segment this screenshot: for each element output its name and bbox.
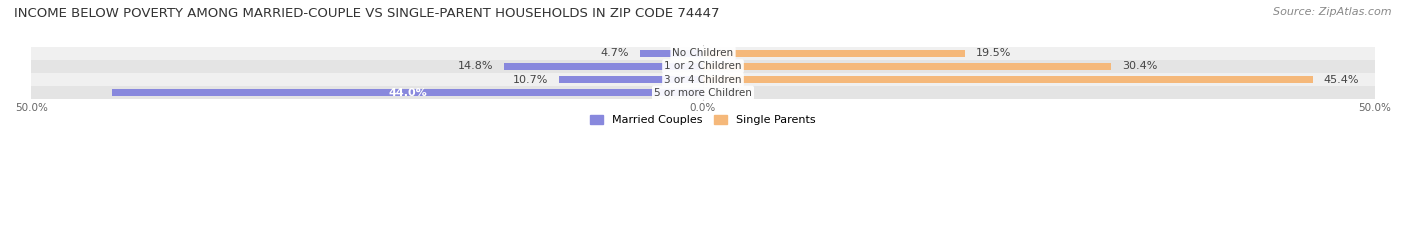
Bar: [703, 63, 1111, 70]
Text: Source: ZipAtlas.com: Source: ZipAtlas.com: [1274, 7, 1392, 17]
Text: 5 or more Children: 5 or more Children: [654, 88, 752, 98]
Text: INCOME BELOW POVERTY AMONG MARRIED-COUPLE VS SINGLE-PARENT HOUSEHOLDS IN ZIP COD: INCOME BELOW POVERTY AMONG MARRIED-COUPL…: [14, 7, 720, 20]
Text: 19.5%: 19.5%: [976, 48, 1011, 58]
Text: 30.4%: 30.4%: [1122, 61, 1157, 71]
Text: 3 or 4 Children: 3 or 4 Children: [664, 75, 742, 85]
Bar: [703, 76, 1313, 83]
Bar: [640, 50, 703, 57]
Bar: [560, 76, 703, 83]
Bar: [703, 50, 965, 57]
Bar: [505, 63, 703, 70]
Bar: [31, 73, 1375, 86]
Text: No Children: No Children: [672, 48, 734, 58]
Legend: Married Couples, Single Parents: Married Couples, Single Parents: [586, 110, 820, 130]
Bar: [31, 60, 1375, 73]
Text: 0.0%: 0.0%: [714, 88, 742, 98]
Bar: [31, 86, 1375, 99]
Text: 10.7%: 10.7%: [513, 75, 548, 85]
Text: 1 or 2 Children: 1 or 2 Children: [664, 61, 742, 71]
Text: 4.7%: 4.7%: [600, 48, 628, 58]
Text: 14.8%: 14.8%: [458, 61, 494, 71]
Bar: [112, 89, 703, 96]
Text: 45.4%: 45.4%: [1323, 75, 1360, 85]
Text: 44.0%: 44.0%: [388, 88, 427, 98]
Bar: [31, 47, 1375, 60]
